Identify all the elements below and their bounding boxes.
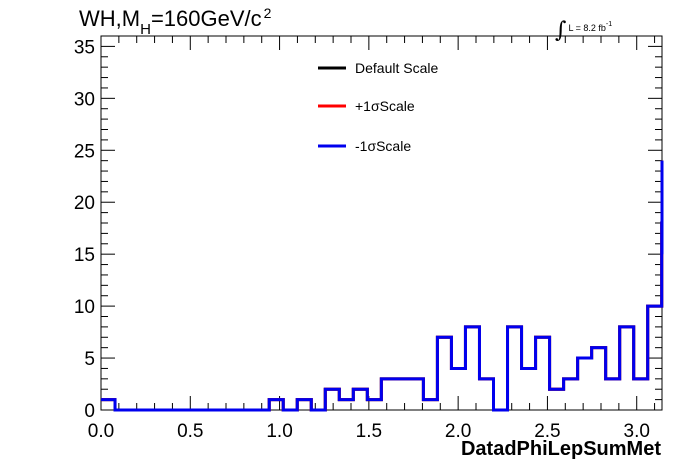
y-tick-label: 0 [84, 401, 95, 422]
y-tick-label: 30 [74, 89, 95, 110]
y-tick-label: 35 [74, 37, 95, 58]
title-subscript: H [140, 21, 151, 38]
title-value: =160GeV/c [150, 6, 262, 31]
x-tick-label: 2.5 [534, 421, 560, 442]
luminosity-label: ∫ L = 8.2 fb-1 [555, 12, 613, 43]
y-tick-label: 15 [74, 245, 95, 266]
x-tick-label: 2.0 [445, 421, 471, 442]
title-prefix: WH,M [79, 6, 141, 31]
x-tick-label: 3.0 [624, 421, 650, 442]
y-tick-label: 20 [74, 193, 95, 214]
x-axis-label: DatadPhiLepSumMet [460, 438, 661, 460]
x-tick-label: 0.5 [177, 421, 203, 442]
legend-label-1: +1σScale [355, 98, 415, 114]
integral-symbol: ∫ [555, 18, 567, 43]
luminosity-superscript: -1 [605, 21, 613, 28]
x-tick-label: 0.0 [88, 421, 114, 442]
y-tick-label: 5 [84, 349, 95, 370]
plot-frame [100, 35, 663, 411]
y-tick-label: 25 [74, 141, 95, 162]
series-line-2 [101, 160, 664, 412]
y-tick-label: 10 [74, 297, 95, 318]
legend-label-2: -1σScale [355, 138, 411, 154]
legend-label-0: Default Scale [355, 60, 438, 76]
title-superscript: 2 [263, 5, 272, 21]
x-tick-label: 1.0 [266, 421, 292, 442]
x-tick-label: 1.5 [356, 421, 382, 442]
luminosity-text: L = 8.2 fb [568, 23, 606, 33]
chart-title: WH,MH=160GeV/c 2 [79, 5, 272, 38]
